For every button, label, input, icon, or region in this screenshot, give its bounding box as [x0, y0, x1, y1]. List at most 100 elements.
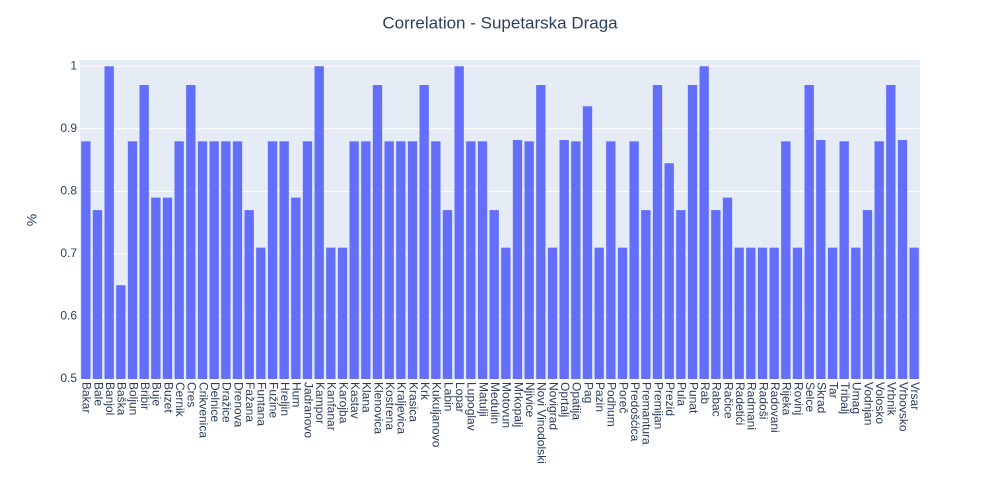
- x-tick-label: Kanfanar: [325, 382, 339, 431]
- x-tick-label: Buje: [150, 382, 164, 406]
- bar: [466, 141, 476, 379]
- x-tick-label: Motovun: [500, 382, 514, 428]
- y-tick-label: 1: [70, 58, 77, 72]
- bar: [419, 85, 429, 380]
- x-tick-label: Njivice: [523, 382, 537, 418]
- x-tick-label: Hreljin: [278, 382, 292, 416]
- bar: [699, 66, 709, 379]
- x-tick-label: Krk: [418, 382, 432, 401]
- x-tick-label: Vrbovsko: [896, 382, 910, 432]
- bar: [804, 85, 814, 380]
- x-tick-label: Banjol: [103, 382, 117, 415]
- bar: [769, 247, 779, 379]
- y-tick-label: 0.9: [60, 121, 77, 135]
- x-tick-label: Jadranovo: [301, 382, 315, 438]
- x-tick-label: Radoši: [756, 382, 770, 419]
- bar: [524, 141, 534, 379]
- x-tick-label: Fužine: [266, 382, 280, 418]
- x-tick-label: Pazin: [593, 382, 607, 412]
- x-tick-label: Cres: [185, 382, 199, 407]
- x-tick-label: Delnice: [208, 382, 222, 422]
- x-tick-label: Labin: [441, 382, 455, 411]
- x-tick-label: Podhum: [605, 382, 619, 427]
- y-tick-label: 0.6: [60, 309, 77, 323]
- bar: [477, 141, 488, 379]
- x-tick-label: Radovani: [768, 382, 782, 433]
- bar: [489, 210, 499, 379]
- x-tick-label: Kraljevica: [395, 382, 409, 434]
- bar: [676, 210, 686, 379]
- bar: [886, 85, 896, 380]
- y-axis-label: %: [24, 214, 40, 226]
- bar: [116, 285, 126, 379]
- bar: [337, 247, 348, 379]
- x-tick-label: Poreč: [616, 382, 630, 413]
- bar: [104, 66, 114, 379]
- x-tick-label: Kampor: [313, 382, 327, 424]
- bar: [232, 141, 243, 379]
- bar: [862, 210, 873, 379]
- x-tick-label: Pula: [675, 382, 689, 406]
- bar: [757, 247, 768, 379]
- chart-title: Correlation - Supetarska Draga: [382, 13, 618, 32]
- x-tick-label: Dražice: [220, 382, 234, 423]
- bar: [687, 85, 698, 380]
- bar: [664, 163, 674, 379]
- x-tick-label: Kukuljanovo: [430, 382, 444, 448]
- bar: [711, 210, 721, 379]
- bar: [396, 141, 406, 379]
- bar: [291, 197, 301, 379]
- bar: [267, 141, 278, 379]
- x-tick-label: Crikvenica: [196, 382, 210, 438]
- x-tick-label: Novigrad: [546, 382, 560, 430]
- bar: [151, 197, 161, 379]
- x-tick-label: Medulin: [488, 382, 502, 424]
- x-tick-label: Boljun: [126, 382, 140, 415]
- bar: [839, 141, 849, 379]
- x-tick-label: Predošćica: [628, 382, 642, 442]
- x-tick-label: Oprtalj: [558, 382, 572, 417]
- bar: [186, 85, 196, 380]
- x-tick-label: Vrsar: [908, 382, 922, 410]
- bar: [326, 247, 336, 379]
- bar: [909, 247, 919, 379]
- bar: [571, 141, 581, 379]
- x-tick-label: Tar: [826, 382, 840, 399]
- x-tick-label: Skrad: [815, 382, 829, 413]
- bar: [874, 141, 884, 379]
- bar: [314, 66, 324, 379]
- y-tick-label: 0.5: [60, 371, 77, 385]
- x-tick-label: Tribalj: [838, 382, 852, 414]
- bar: [641, 210, 651, 379]
- bar: [734, 247, 744, 379]
- x-tick-label: Kostrena: [383, 382, 397, 430]
- bar: [384, 141, 394, 379]
- x-tick-label: Fažana: [243, 382, 257, 422]
- bar: [594, 247, 604, 379]
- bar: [81, 141, 91, 379]
- bar: [92, 210, 103, 379]
- x-tick-label: Prezid: [663, 382, 677, 416]
- bar: [174, 141, 184, 379]
- bar: [256, 247, 266, 379]
- bar: [431, 141, 441, 379]
- bar: [722, 197, 733, 379]
- x-tick-label: Cernik: [173, 382, 187, 418]
- x-tick-label: Drenova: [231, 382, 245, 428]
- bar: [372, 85, 383, 380]
- x-tick-label: Lupoglav: [465, 382, 479, 431]
- bar: [221, 141, 231, 379]
- y-tick-label: 0.7: [60, 246, 77, 260]
- bar: [897, 140, 908, 379]
- x-tick-label: Mrkopalj: [511, 382, 525, 427]
- bar: [349, 141, 359, 379]
- bar: [442, 210, 453, 379]
- bar: [827, 247, 838, 379]
- bar: [792, 247, 803, 379]
- bar: [652, 85, 663, 380]
- x-tick-label: Radmani: [745, 382, 759, 430]
- bar: [197, 141, 208, 379]
- bar: [162, 197, 173, 379]
- x-tick-label: Matulji: [476, 382, 490, 417]
- x-tick-label: Karojba: [336, 382, 350, 424]
